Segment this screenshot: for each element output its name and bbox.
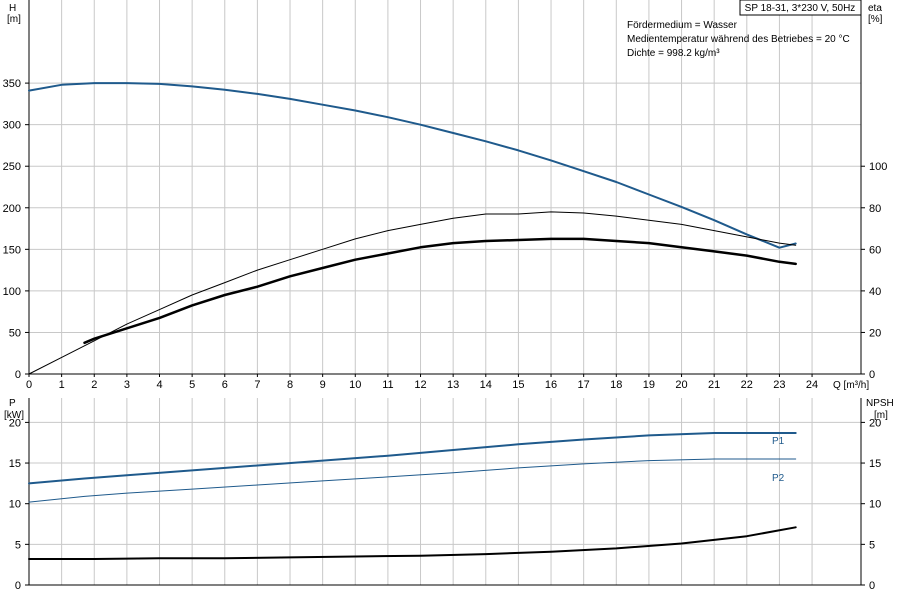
x-tick-label: 17 bbox=[578, 379, 590, 391]
x-tick-label: 5 bbox=[189, 379, 195, 391]
top-right-axis-unit: [%] bbox=[868, 14, 883, 25]
info-line-temperature: Medientemperatur während des Betriebes =… bbox=[627, 34, 850, 45]
x-tick-label: 19 bbox=[643, 379, 655, 391]
series-label-p2: P2 bbox=[772, 473, 785, 484]
y-right-tick-label: 20 bbox=[869, 327, 881, 339]
y-right-tick-label: 10 bbox=[869, 499, 881, 511]
y-right-tick-label: 40 bbox=[869, 286, 881, 298]
grid bbox=[29, 0, 861, 585]
x-tick-label: 1 bbox=[59, 379, 65, 391]
y-left-tick-label: 10 bbox=[9, 499, 21, 511]
x-tick-label: 12 bbox=[414, 379, 426, 391]
x-tick-label: 11 bbox=[382, 379, 393, 391]
y-left-tick-label: 300 bbox=[3, 120, 21, 132]
series-p2 bbox=[28, 458, 797, 503]
series-p1 bbox=[28, 432, 797, 485]
info-line-medium: Fördermedium = Wasser bbox=[627, 20, 738, 31]
y-right-tick-label: 100 bbox=[869, 161, 887, 173]
y-left-tick-label: 0 bbox=[15, 580, 21, 592]
y-left-tick-label: 15 bbox=[9, 458, 21, 470]
x-tick-label: 4 bbox=[156, 379, 162, 391]
axes bbox=[25, 0, 865, 586]
chart-title: SP 18-31, 3*230 V, 50Hz bbox=[745, 3, 856, 14]
y-right-tick-label: 60 bbox=[869, 244, 881, 256]
info-line-density: Dichte = 998.2 kg/m³ bbox=[627, 48, 720, 59]
x-tick-label: 20 bbox=[675, 379, 687, 391]
y-left-tick-label: 50 bbox=[9, 327, 21, 339]
x-tick-label: 24 bbox=[806, 379, 818, 391]
series-line-0-2 bbox=[83, 237, 797, 345]
bottom-right-axis-unit: [m] bbox=[874, 410, 888, 421]
y-left-tick-label: 5 bbox=[15, 539, 21, 551]
y-left-tick-label: 350 bbox=[3, 78, 21, 90]
y-right-tick-label: 80 bbox=[869, 203, 881, 215]
y-right-tick-label: 15 bbox=[869, 458, 881, 470]
top-left-axis-label: H bbox=[9, 3, 16, 14]
series-label-p1: P1 bbox=[772, 436, 785, 447]
x-tick-label: 13 bbox=[447, 379, 459, 391]
bottom-left-axis-label: P bbox=[9, 398, 16, 409]
y-right-tick-label: 0 bbox=[869, 369, 875, 381]
x-tick-label: 2 bbox=[91, 379, 97, 391]
top-right-axis-label: eta bbox=[868, 3, 882, 14]
x-tick-label: 7 bbox=[254, 379, 260, 391]
x-tick-label: 18 bbox=[610, 379, 622, 391]
x-axis-label: Q [m³/h] bbox=[833, 380, 869, 391]
y-left-tick-label: 200 bbox=[3, 203, 21, 215]
x-tick-label: 23 bbox=[773, 379, 785, 391]
x-tick-label: 0 bbox=[26, 379, 32, 391]
y-right-tick-label: 20 bbox=[869, 417, 881, 429]
x-tick-label: 6 bbox=[222, 379, 228, 391]
y-left-tick-label: 0 bbox=[15, 369, 21, 381]
x-tick-label: 16 bbox=[545, 379, 557, 391]
y-right-tick-label: 0 bbox=[869, 580, 875, 592]
y-right-tick-label: 5 bbox=[869, 539, 875, 551]
x-tick-label: 21 bbox=[708, 379, 720, 391]
series-line-0-0 bbox=[28, 82, 797, 249]
top-left-axis-unit: [m] bbox=[7, 14, 21, 25]
x-tick-label: 22 bbox=[741, 379, 753, 391]
series-line-0-1 bbox=[28, 211, 797, 375]
y-left-tick-label: 100 bbox=[3, 286, 21, 298]
y-left-tick-label: 250 bbox=[3, 161, 21, 173]
y-left-tick-label: 20 bbox=[9, 417, 21, 429]
x-tick-label: 10 bbox=[349, 379, 361, 391]
x-tick-label: 15 bbox=[512, 379, 524, 391]
series-line-1-2 bbox=[28, 526, 797, 560]
series bbox=[28, 82, 797, 560]
title-box bbox=[739, 0, 862, 16]
bottom-left-axis-unit: [kW] bbox=[4, 410, 24, 421]
bottom-right-axis-label: NPSH bbox=[866, 398, 894, 409]
y-left-tick-label: 150 bbox=[3, 244, 21, 256]
x-tick-label: 3 bbox=[124, 379, 130, 391]
x-tick-label: 14 bbox=[480, 379, 492, 391]
x-tick-label: 9 bbox=[320, 379, 326, 391]
x-tick-label: 8 bbox=[287, 379, 293, 391]
